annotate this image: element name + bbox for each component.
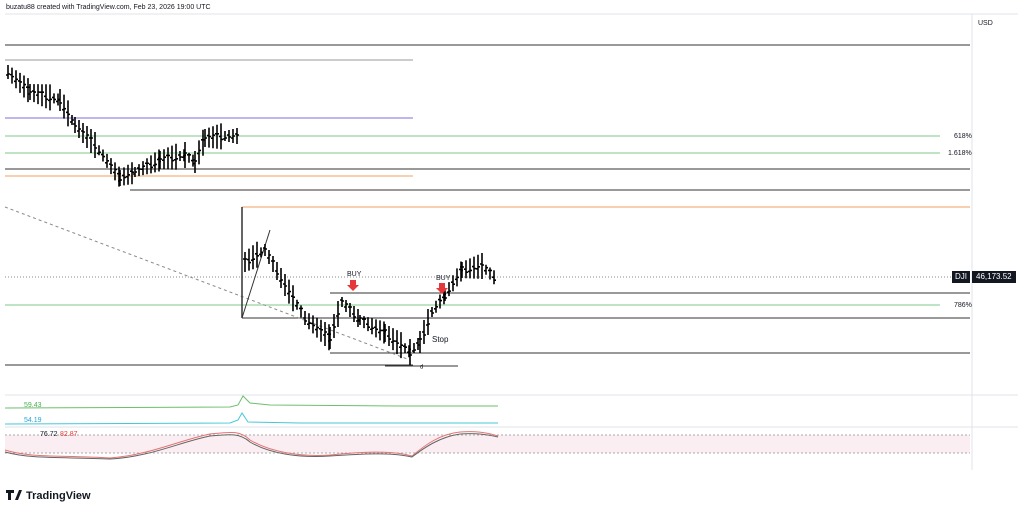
buy-arrow [347, 280, 359, 291]
buy-label: BUY [347, 271, 362, 278]
rsi-line [4, 431, 499, 459]
rsi-signal [4, 433, 499, 460]
level-label: 1.618% [948, 150, 972, 157]
levels [4, 44, 970, 367]
rsi-band [5, 435, 970, 453]
trend-line [4, 206, 411, 361]
price: 46,173.52 [976, 272, 1012, 281]
brand-logo [6, 490, 22, 500]
level-label: 618% [954, 133, 972, 140]
price-bar-group [6, 65, 239, 187]
point-label: d [420, 365, 423, 371]
brand: TradingView [26, 490, 91, 502]
indicator-value: 59.43 [24, 402, 42, 409]
stop-label: Stop [432, 335, 449, 344]
indicator-value: 54.19 [24, 417, 42, 424]
price-tag [972, 271, 1016, 283]
price-bar-group [243, 241, 496, 365]
rsi-value: 76.72 [40, 431, 58, 438]
currency: USD [978, 20, 993, 27]
buy-label: BUY [436, 275, 451, 282]
buy-arrow [436, 283, 448, 294]
price-bars [6, 65, 496, 365]
rsi-value: 82.87 [60, 431, 78, 438]
header-title: buzatu88 created with TradingView.com, F… [6, 4, 211, 11]
indicator-line [4, 412, 498, 425]
indicator-line [4, 395, 498, 409]
level-label: 786% [954, 302, 972, 309]
symbol-tag [952, 271, 970, 283]
symbol: DJI [955, 272, 967, 281]
